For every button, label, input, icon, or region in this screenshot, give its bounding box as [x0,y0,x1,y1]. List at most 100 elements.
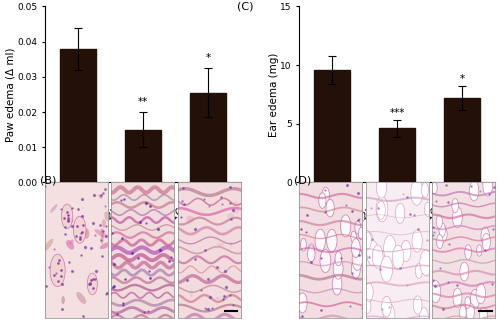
Circle shape [320,249,331,273]
Ellipse shape [227,213,234,221]
Circle shape [422,183,428,198]
Ellipse shape [100,242,112,249]
Circle shape [392,245,404,270]
Circle shape [364,283,373,301]
Ellipse shape [84,229,89,239]
Bar [60,49,96,182]
Ellipse shape [43,239,54,252]
Circle shape [358,227,364,239]
Bar [444,98,480,182]
Circle shape [50,254,65,287]
Y-axis label: Ear edema (mg): Ear edema (mg) [269,52,279,137]
Text: ***: *** [390,108,405,118]
Circle shape [422,252,434,276]
Ellipse shape [230,241,233,247]
Text: **: ** [138,97,148,107]
Ellipse shape [100,228,104,239]
Ellipse shape [215,297,220,300]
Circle shape [420,250,432,275]
Circle shape [333,258,343,279]
Circle shape [416,264,422,278]
Circle shape [476,283,486,304]
Circle shape [88,273,98,295]
Circle shape [424,202,431,216]
Bar [190,93,226,182]
Ellipse shape [104,212,110,221]
Text: (C): (C) [236,1,253,11]
Circle shape [382,296,392,317]
Circle shape [436,215,442,228]
Text: (B): (B) [40,176,56,186]
Circle shape [419,308,428,321]
Circle shape [355,221,361,234]
Circle shape [476,245,482,256]
Circle shape [308,244,314,257]
Circle shape [470,289,480,308]
Circle shape [376,196,388,222]
Ellipse shape [62,296,65,304]
Circle shape [352,248,362,270]
Circle shape [377,201,386,219]
Circle shape [383,304,395,321]
Circle shape [480,307,488,321]
Circle shape [367,240,378,265]
Circle shape [396,204,405,223]
Circle shape [411,179,423,205]
Ellipse shape [186,216,194,223]
Text: *: * [460,74,465,84]
Ellipse shape [217,242,224,247]
Circle shape [362,231,372,250]
Bar [379,128,415,182]
Circle shape [372,245,383,268]
Ellipse shape [66,240,74,250]
Ellipse shape [50,204,58,213]
Circle shape [62,204,73,229]
Circle shape [452,199,458,213]
Circle shape [352,259,360,278]
Text: *: * [206,53,210,63]
Circle shape [430,281,441,303]
Circle shape [439,223,446,237]
Circle shape [460,306,466,320]
Ellipse shape [102,219,106,228]
Circle shape [315,229,326,251]
Circle shape [401,240,411,262]
Circle shape [352,239,360,258]
Circle shape [332,274,342,295]
Circle shape [322,187,330,204]
Circle shape [376,176,386,198]
Circle shape [308,246,315,262]
Ellipse shape [233,209,239,214]
Circle shape [482,233,490,251]
Circle shape [465,297,470,308]
Ellipse shape [214,266,220,270]
Ellipse shape [69,239,73,245]
Y-axis label: Paw edema (Δ ml): Paw edema (Δ ml) [6,47,16,142]
Circle shape [453,288,462,307]
Circle shape [481,227,490,245]
Ellipse shape [100,236,103,244]
Circle shape [340,215,350,237]
Ellipse shape [98,195,102,199]
Circle shape [335,251,342,266]
Circle shape [470,180,479,201]
Circle shape [412,230,422,252]
Circle shape [466,303,474,321]
Circle shape [318,193,326,208]
Circle shape [362,232,374,256]
Bar [314,70,350,182]
Circle shape [460,262,468,281]
Circle shape [414,296,422,314]
Circle shape [300,239,306,251]
Circle shape [432,182,437,194]
Circle shape [364,299,371,314]
Circle shape [384,235,396,262]
Text: (D): (D) [294,176,312,186]
Circle shape [351,231,356,243]
Circle shape [452,207,462,228]
Circle shape [74,216,86,243]
Circle shape [440,226,447,242]
Circle shape [298,293,307,313]
Circle shape [465,245,471,259]
Circle shape [380,256,392,282]
